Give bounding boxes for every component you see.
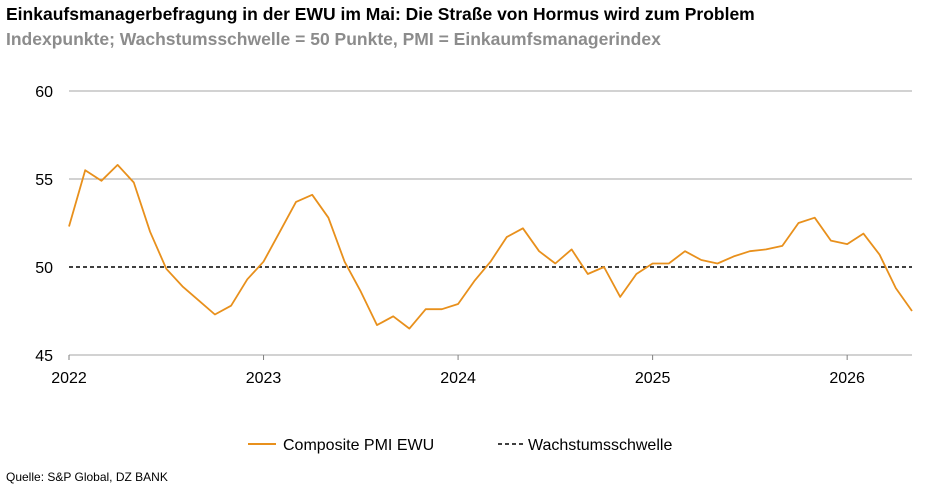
y-tick-label-50: 50 [35,260,53,277]
x-tick-label-2022: 2022 [51,370,87,387]
y-gridlines [69,90,912,180]
source-note: Quelle: S&P Global, DZ BANK [6,470,168,484]
y-axis-labels: 45 50 55 60 [35,84,53,365]
legend-label-threshold: Wachstumsschwelle [528,437,672,454]
x-axis [68,354,912,360]
chart-subtitle: Indexpunkte; Wachstumsschwelle = 50 Punk… [6,29,661,49]
x-tick-label-2024: 2024 [440,370,476,387]
y-tick-label-45: 45 [35,348,53,365]
y-tick-label-55: 55 [35,172,53,189]
x-tick-label-2026: 2026 [829,370,865,387]
series-layer [68,163,913,330]
legend-label-composite-pmi: Composite PMI EWU [283,437,434,454]
y-tick-label-60: 60 [35,84,53,101]
x-tick-label-2025: 2025 [635,370,671,387]
chart-title: Einkaufsmanagerbefragung in der EWU im M… [6,4,755,24]
legend: Composite PMI EWU Wachstumsschwelle [248,437,672,454]
series-line-composite-pmi [68,163,913,330]
x-tick-label-2023: 2023 [246,370,282,387]
x-axis-labels: 2022 2023 2024 2025 2026 [51,370,865,387]
